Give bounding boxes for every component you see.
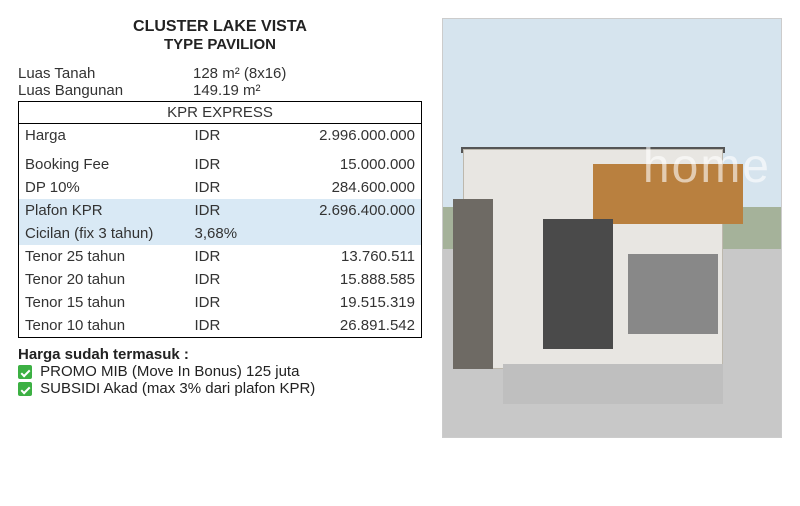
row-label: Tenor 10 tahun <box>19 314 189 338</box>
footer-block: Harga sudah termasuk : PROMO MIB (Move I… <box>18 346 422 397</box>
land-label: Luas Tanah <box>18 65 193 82</box>
title-line-2: TYPE PAVILION <box>18 36 422 53</box>
row-currency: IDR <box>189 245 249 268</box>
row-label: DP 10% <box>19 176 189 199</box>
check-icon <box>18 382 32 396</box>
table-row: Tenor 25 tahunIDR13.760.511 <box>19 245 422 268</box>
row-value: 13.760.511 <box>249 245 422 268</box>
check-icon <box>18 365 32 379</box>
row-currency: IDR <box>189 291 249 314</box>
row-label: Cicilan (fix 3 tahun) <box>19 222 189 245</box>
row-currency: IDR <box>189 176 249 199</box>
row-value: 26.891.542 <box>249 314 422 338</box>
kpr-table: KPR EXPRESS HargaIDR2.996.000.000Booking… <box>18 101 422 338</box>
title-block: CLUSTER LAKE VISTA TYPE PAVILION <box>18 18 422 53</box>
property-image: home <box>442 18 782 488</box>
footer-item: SUBSIDI Akad (max 3% dari plafon KPR) <box>18 380 422 397</box>
row-currency: 3,68% <box>189 222 249 245</box>
row-value: 19.515.319 <box>249 291 422 314</box>
table-row: Plafon KPRIDR2.696.400.000 <box>19 199 422 222</box>
row-value: 2.996.000.000 <box>249 124 422 148</box>
row-value: 2.696.400.000 <box>249 199 422 222</box>
row-label: Booking Fee <box>19 153 189 176</box>
table-row: HargaIDR2.996.000.000 <box>19 124 422 148</box>
footer-item-text: PROMO MIB (Move In Bonus) 125 juta <box>36 363 299 380</box>
row-currency: IDR <box>189 268 249 291</box>
specs-block: Luas Tanah 128 m² (8x16) Luas Bangunan 1… <box>18 65 422 99</box>
land-value: 128 m² (8x16) <box>193 65 286 82</box>
row-label: Plafon KPR <box>19 199 189 222</box>
row-label: Tenor 15 tahun <box>19 291 189 314</box>
row-currency: IDR <box>189 124 249 148</box>
table-row: Tenor 10 tahunIDR26.891.542 <box>19 314 422 338</box>
footer-item-text: SUBSIDI Akad (max 3% dari plafon KPR) <box>36 380 315 397</box>
table-row: Cicilan (fix 3 tahun)3,68% <box>19 222 422 245</box>
row-value: 15.888.585 <box>249 268 422 291</box>
building-label: Luas Bangunan <box>18 82 193 99</box>
table-row: DP 10%IDR284.600.000 <box>19 176 422 199</box>
row-value <box>249 222 422 245</box>
watermark-text: home <box>643 139 771 194</box>
row-label: Harga <box>19 124 189 148</box>
row-currency: IDR <box>189 153 249 176</box>
footer-item: PROMO MIB (Move In Bonus) 125 juta <box>18 363 422 380</box>
row-currency: IDR <box>189 314 249 338</box>
title-line-1: CLUSTER LAKE VISTA <box>18 18 422 36</box>
row-value: 284.600.000 <box>249 176 422 199</box>
table-row: Booking FeeIDR15.000.000 <box>19 153 422 176</box>
row-label: Tenor 20 tahun <box>19 268 189 291</box>
footer-heading: Harga sudah termasuk : <box>18 346 422 363</box>
table-row: Tenor 15 tahunIDR19.515.319 <box>19 291 422 314</box>
kpr-header: KPR EXPRESS <box>19 102 422 124</box>
building-value: 149.19 m² <box>193 82 261 99</box>
table-row: Tenor 20 tahunIDR15.888.585 <box>19 268 422 291</box>
row-value: 15.000.000 <box>249 153 422 176</box>
row-label: Tenor 25 tahun <box>19 245 189 268</box>
row-currency: IDR <box>189 199 249 222</box>
